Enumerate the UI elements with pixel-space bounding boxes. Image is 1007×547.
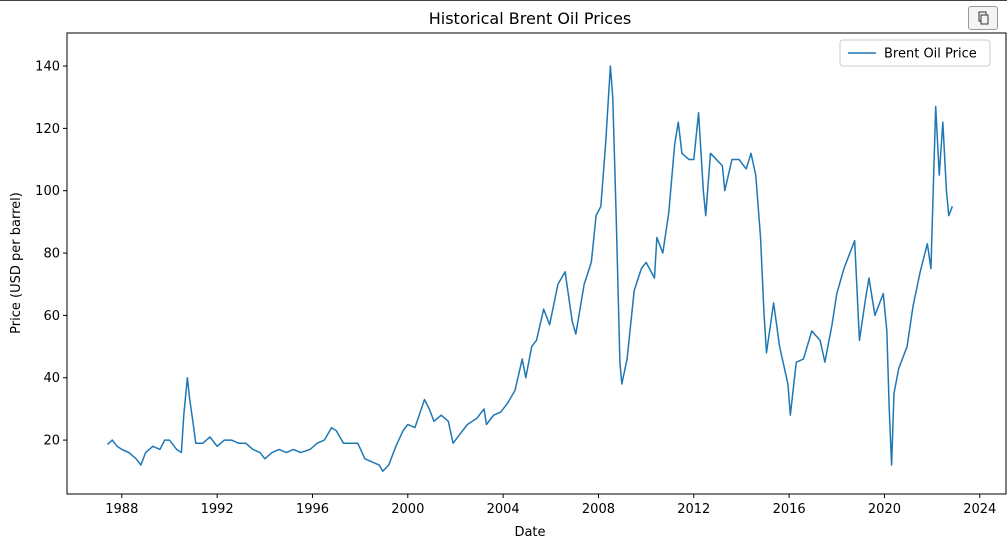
y-tick-label: 120 xyxy=(35,122,60,137)
axes-frame xyxy=(66,32,1007,495)
x-tick-label: 1996 xyxy=(296,502,329,517)
copy-button[interactable] xyxy=(968,6,998,30)
y-tick-label: 60 xyxy=(43,309,60,324)
x-tick-label: 2012 xyxy=(677,502,710,517)
y-tick-label: 80 xyxy=(43,247,60,262)
x-tick-label: 2024 xyxy=(963,502,996,517)
x-tick-label: 2016 xyxy=(773,502,806,517)
x-tick-label: 1988 xyxy=(105,502,138,517)
data-line xyxy=(107,65,954,472)
x-tick-label: 2020 xyxy=(868,502,901,517)
y-tick-label: 40 xyxy=(43,371,60,386)
x-tick-label: 1992 xyxy=(201,502,234,517)
x-tick-label: 2000 xyxy=(391,502,424,517)
legend-label: Brent Oil Price xyxy=(884,47,977,62)
copy-icon xyxy=(978,11,989,25)
y-axis-label: Price (USD per barrel) xyxy=(9,192,24,334)
x-tick-label: 2008 xyxy=(582,502,615,517)
y-tick-label: 100 xyxy=(35,184,60,199)
chart-title: Historical Brent Oil Prices xyxy=(429,9,632,28)
y-tick-label: 20 xyxy=(43,434,60,449)
x-tick-label: 2004 xyxy=(487,502,520,517)
legend-box xyxy=(839,39,991,67)
x-axis-label: Date xyxy=(514,525,545,540)
y-tick-label: 140 xyxy=(35,60,60,75)
